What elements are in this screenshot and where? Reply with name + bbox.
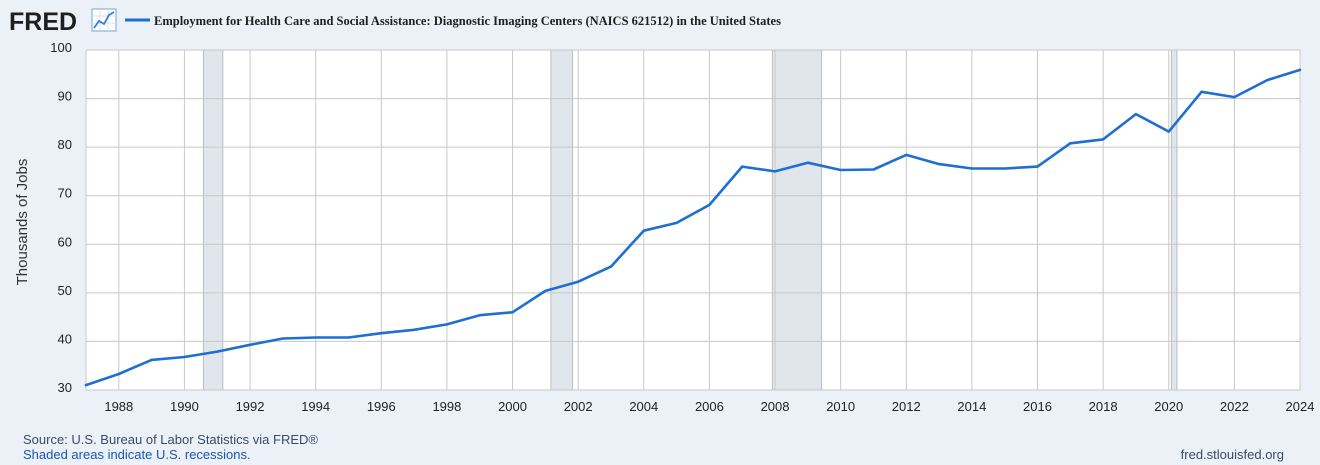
data-point <box>183 355 186 359</box>
data-point <box>1036 165 1039 168</box>
y-tick-label: 100 <box>50 40 72 55</box>
data-point <box>708 203 711 207</box>
data-point <box>576 280 580 283</box>
x-tick-label: 2014 <box>957 399 986 414</box>
fred-graph-icon <box>91 8 117 32</box>
data-point <box>445 323 449 326</box>
data-point <box>511 311 514 314</box>
y-tick-label: 40 <box>58 331 72 346</box>
data-point <box>1200 90 1203 93</box>
fred-logo-text: FRED <box>9 8 77 36</box>
legend: Employment for Health Care and Social As… <box>125 14 781 28</box>
data-point <box>609 265 613 268</box>
data-point <box>773 170 777 173</box>
x-tick-label: 2010 <box>826 399 855 414</box>
recession-band <box>1171 50 1177 390</box>
data-point <box>84 383 88 387</box>
x-tick-label: 2018 <box>1089 399 1118 414</box>
plot-area <box>86 50 1300 390</box>
data-point <box>314 336 317 339</box>
data-point <box>281 337 285 340</box>
y-axis-label: Thousands of Jobs <box>14 159 31 286</box>
x-tick-label: 1996 <box>367 399 396 414</box>
data-point <box>216 350 219 353</box>
data-point <box>150 358 153 362</box>
y-axis: 30 40 50 60 70 80 90 100 <box>50 40 72 395</box>
recession-bands <box>202 50 1178 390</box>
data-point <box>1298 68 1302 72</box>
data-point <box>905 153 908 157</box>
recession-band <box>203 50 223 390</box>
data-point <box>1069 142 1072 145</box>
x-tick-label: 2000 <box>498 399 527 414</box>
x-axis: 1988 1990 1992 1994 1996 1998 2000 2002 2004 2006… <box>104 399 1314 414</box>
y-tick-label: 80 <box>58 137 72 152</box>
data-point <box>248 343 252 347</box>
x-tick-label: 2006 <box>695 399 724 414</box>
data-point <box>1265 78 1269 82</box>
data-point <box>1233 95 1236 99</box>
data-point <box>937 162 941 166</box>
source-note: Source: U.S. Bureau of Labor Statistics … <box>23 432 318 447</box>
data-point <box>380 331 383 335</box>
recession-note[interactable]: Shaded areas indicate U.S. recessions. <box>23 447 251 462</box>
y-tick-label: 60 <box>58 234 72 249</box>
x-tick-label: 2002 <box>564 399 593 414</box>
x-tick-label: 1994 <box>301 399 330 414</box>
data-point <box>544 289 547 293</box>
data-point <box>675 221 678 225</box>
recession-band <box>550 50 573 390</box>
fred-logo[interactable]: FRED <box>9 8 117 36</box>
data-point <box>839 168 842 172</box>
y-tick-label: 30 <box>58 380 72 395</box>
data-point <box>642 229 645 232</box>
series-line <box>84 68 1302 387</box>
data-point <box>1101 138 1105 141</box>
series <box>84 68 1302 387</box>
x-tick-label: 2020 <box>1154 399 1183 414</box>
y-tick-label: 50 <box>58 283 72 298</box>
x-tick-label: 2004 <box>629 399 658 414</box>
x-tick-label: 2012 <box>892 399 921 414</box>
data-point <box>1134 112 1138 116</box>
x-tick-label: 1998 <box>432 399 461 414</box>
data-point <box>872 168 875 171</box>
data-point <box>478 314 481 317</box>
x-tick-label: 2008 <box>761 399 790 414</box>
data-point <box>741 165 744 168</box>
data-point <box>970 167 974 170</box>
site-link[interactable]: fred.stlouisfed.org <box>1181 447 1284 462</box>
data-point <box>806 161 810 164</box>
x-tick-label: 2024 <box>1286 399 1315 414</box>
data-point <box>117 372 121 376</box>
x-tick-label: 1988 <box>104 399 133 414</box>
chart-title: Employment for Health Care and Social As… <box>154 14 781 28</box>
gridlines <box>85 49 1301 391</box>
data-point <box>412 328 416 331</box>
y-tick-label: 90 <box>58 89 72 104</box>
x-tick-label: 2016 <box>1023 399 1052 414</box>
x-tick-label: 2022 <box>1220 399 1249 414</box>
data-point <box>1003 167 1006 170</box>
y-tick-label: 70 <box>58 186 72 201</box>
recession-band <box>772 50 822 390</box>
data-point <box>347 336 350 339</box>
data-point <box>1167 130 1170 133</box>
x-tick-label: 1990 <box>170 399 199 414</box>
x-tick-label: 1992 <box>236 399 265 414</box>
